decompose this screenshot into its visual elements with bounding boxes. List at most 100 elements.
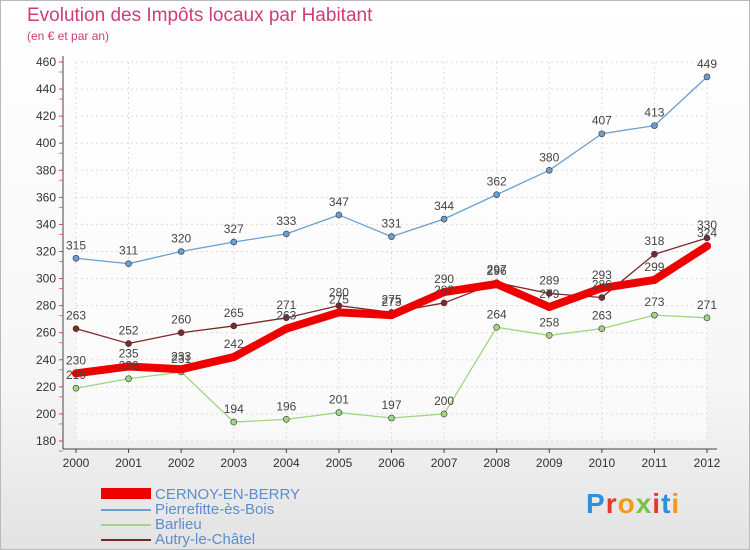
data-point: [703, 73, 711, 81]
data-label: 265: [224, 306, 244, 320]
y-tick-label: 440: [36, 82, 56, 96]
data-point: [440, 288, 449, 297]
data-label: 413: [644, 106, 664, 120]
data-point: [493, 191, 500, 198]
legend-item: CERNOY-EN-BERRY: [101, 486, 361, 503]
logo-letter: P: [586, 488, 606, 519]
data-point: [283, 230, 290, 238]
data-label: 196: [276, 399, 296, 413]
data-point: [125, 340, 132, 347]
y-tick-label: 300: [36, 272, 56, 286]
data-point: [703, 234, 711, 242]
data-point: [651, 311, 658, 319]
x-tick-label: 2003: [220, 456, 247, 470]
data-point: [598, 294, 606, 301]
data-label: 330: [697, 218, 717, 232]
data-label: 280: [329, 286, 349, 300]
data-label: 242: [224, 337, 244, 351]
data-point: [651, 122, 658, 129]
data-label: 219: [66, 368, 86, 382]
data-label: 197: [381, 398, 401, 412]
data-point: [545, 302, 554, 311]
data-point: [177, 329, 185, 337]
data-label: 194: [224, 402, 244, 416]
data-label: 279: [539, 287, 559, 301]
data-point: [230, 418, 238, 426]
data-label: 299: [644, 260, 664, 274]
y-tick-label: 380: [36, 163, 56, 177]
y-tick-label: 420: [36, 109, 56, 123]
data-point: [334, 308, 343, 317]
data-label: 333: [276, 214, 296, 228]
data-label: 263: [276, 309, 296, 323]
data-point: [440, 410, 448, 418]
data-label: 275: [329, 292, 349, 306]
data-point: [703, 314, 711, 322]
data-label: 297: [487, 263, 507, 277]
legend-item: Pierrefitte-ès-Bois: [101, 501, 361, 518]
data-label: 311: [119, 244, 138, 258]
data-label: 252: [119, 324, 139, 338]
data-label: 289: [539, 273, 559, 287]
data-point: [335, 211, 343, 219]
data-label: 273: [381, 295, 401, 309]
data-label: 263: [592, 309, 612, 323]
data-point: [440, 299, 448, 307]
x-tick-label: 2009: [536, 456, 563, 470]
legend-item: Autry-le-Châtel: [101, 531, 361, 548]
x-tick-label: 2000: [63, 456, 90, 470]
y-tick-label: 200: [36, 407, 56, 421]
x-tick-label: 2001: [115, 456, 142, 470]
data-label: 318: [644, 234, 664, 248]
legend-item: Barlieu: [101, 516, 361, 533]
data-point: [388, 414, 395, 422]
data-label: 260: [171, 313, 191, 327]
y-tick-label: 460: [36, 55, 56, 69]
data-point: [72, 384, 80, 392]
data-label: 327: [224, 222, 244, 236]
logo-letter: t: [661, 488, 672, 519]
data-point: [230, 238, 238, 246]
data-label: 380: [539, 150, 559, 164]
chart-title: Evolution des Impôts locaux par Habitant: [27, 5, 373, 26]
data-point: [598, 130, 606, 138]
legend-label: Autry-le-Châtel: [155, 531, 256, 548]
x-tick-label: 2007: [431, 456, 458, 470]
series-1: [72, 73, 711, 267]
data-label: 286: [592, 278, 612, 292]
data-label: 201: [329, 393, 349, 407]
data-point: [440, 215, 448, 223]
y-tick-label: 340: [36, 217, 56, 231]
data-label: 258: [539, 315, 559, 329]
data-point: [335, 409, 343, 416]
data-label: 324: [697, 226, 717, 240]
data-point: [545, 332, 553, 339]
data-label: 320: [171, 232, 191, 246]
data-label: 407: [592, 114, 612, 128]
data-point: [597, 284, 606, 293]
logo-letter: i: [671, 488, 681, 519]
chart-legend: CERNOY-EN-BERRY Pierrefitte-ès-Bois Barlie…: [101, 486, 361, 548]
data-point: [124, 362, 133, 371]
data-point: [545, 166, 553, 174]
y-tick-label: 360: [36, 190, 56, 204]
data-point: [492, 279, 501, 288]
chart-subtitle: (en € et par an): [27, 29, 110, 43]
legend-label: CERNOY-EN-BERRY: [155, 486, 301, 503]
data-label: 293: [592, 268, 612, 282]
x-tick-label: 2006: [378, 456, 405, 470]
legend-swatch: [101, 488, 151, 499]
data-point: [177, 365, 186, 374]
x-tick-label: 2008: [483, 456, 510, 470]
data-label: 231: [171, 352, 191, 366]
data-label: 331: [381, 217, 401, 231]
data-point: [651, 250, 658, 258]
legend-swatch: [101, 509, 151, 511]
logo-letter: x: [635, 488, 653, 519]
data-point: [72, 369, 80, 378]
data-point: [282, 324, 291, 333]
legend-swatch: [101, 524, 151, 526]
data-label: 315: [66, 238, 86, 252]
